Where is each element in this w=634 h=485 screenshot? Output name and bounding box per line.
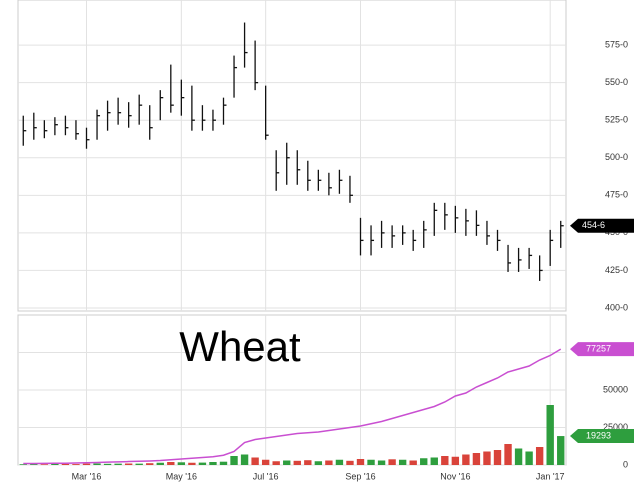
x-tick-label: Sep '16 [345,471,375,481]
y-tick-label: 475-0 [605,190,628,200]
volume-bar [19,464,27,465]
volume-bar [325,460,333,465]
y-tick-label: 50000 [603,384,628,394]
volume-bar [525,451,533,465]
volume-bar [409,460,417,465]
x-tick-label: Jul '16 [253,471,279,481]
volume-bar [283,460,291,465]
volume-bar [40,464,49,465]
volume-bar [93,463,101,465]
volume-bar [124,463,133,465]
volume-bar [198,462,207,465]
volume-bar [261,459,270,465]
volume-bar [156,462,164,465]
y-tick-label: 525-0 [605,115,628,125]
volume-bar [304,460,312,465]
volume-bar [51,463,59,465]
volume-bar [230,456,238,465]
value-tag-label: 77257 [586,343,611,353]
volume-bar [293,460,301,465]
volume-bar [272,461,280,465]
volume-bar [398,459,407,465]
volume-bar [135,463,143,465]
x-tick-label: Mar '16 [72,471,102,481]
price-tag-label: 454-6 [582,220,605,230]
annotation: Wheat [179,323,301,370]
volume-bar [367,459,375,465]
volume-bar [504,444,512,465]
volume-bar [240,454,249,465]
volume-bar [514,448,523,465]
volume-bar [30,464,38,465]
volume-bar [535,447,544,465]
volume-bar [146,463,154,465]
y-tick-label: 500-0 [605,152,628,162]
x-tick-label: Jan '17 [536,471,565,481]
volume-bar [377,460,386,465]
volume-bar [209,462,217,465]
volume-bar [114,463,122,465]
volume-bar [219,461,228,465]
volume-bar [167,462,175,465]
volume-bar [462,454,470,465]
x-tick-label: May '16 [166,471,197,481]
y-tick-label: 425-0 [605,265,628,275]
volume-bar [472,453,481,465]
value-tag [570,429,634,444]
volume-bar [557,436,565,465]
volume-bar [72,464,80,465]
volume-bar [420,458,428,465]
y-tick-label: 400-0 [605,302,628,312]
volume-bar [188,462,196,465]
volume-bar [251,457,259,465]
y-tick-label: 25000 [603,422,628,432]
volume-bar [177,462,186,465]
volume-bar [356,459,365,465]
value-tag-label: 19293 [586,430,611,440]
volume-bar [335,459,344,465]
volume-bar [493,450,502,465]
volume-bar [483,451,491,465]
volume-bar [388,459,396,465]
y-tick-label: 550-0 [605,77,628,87]
y-tick-label: 575-0 [605,39,628,49]
price-tag [570,218,634,233]
value-tag [570,342,634,357]
volume-bar [441,456,449,465]
y-tick-label: 0 [623,459,628,469]
volume-bar [451,456,460,465]
x-tick-label: Nov '16 [440,471,470,481]
volume-bar [346,460,354,465]
volume-bar [82,463,91,465]
volume-bar [103,463,112,465]
volume-bar [546,405,554,465]
open-interest-line [23,348,562,465]
volume-bar [430,457,438,465]
volume-bar [314,461,323,465]
volume-bar [61,463,70,465]
price-panel [17,0,567,312]
